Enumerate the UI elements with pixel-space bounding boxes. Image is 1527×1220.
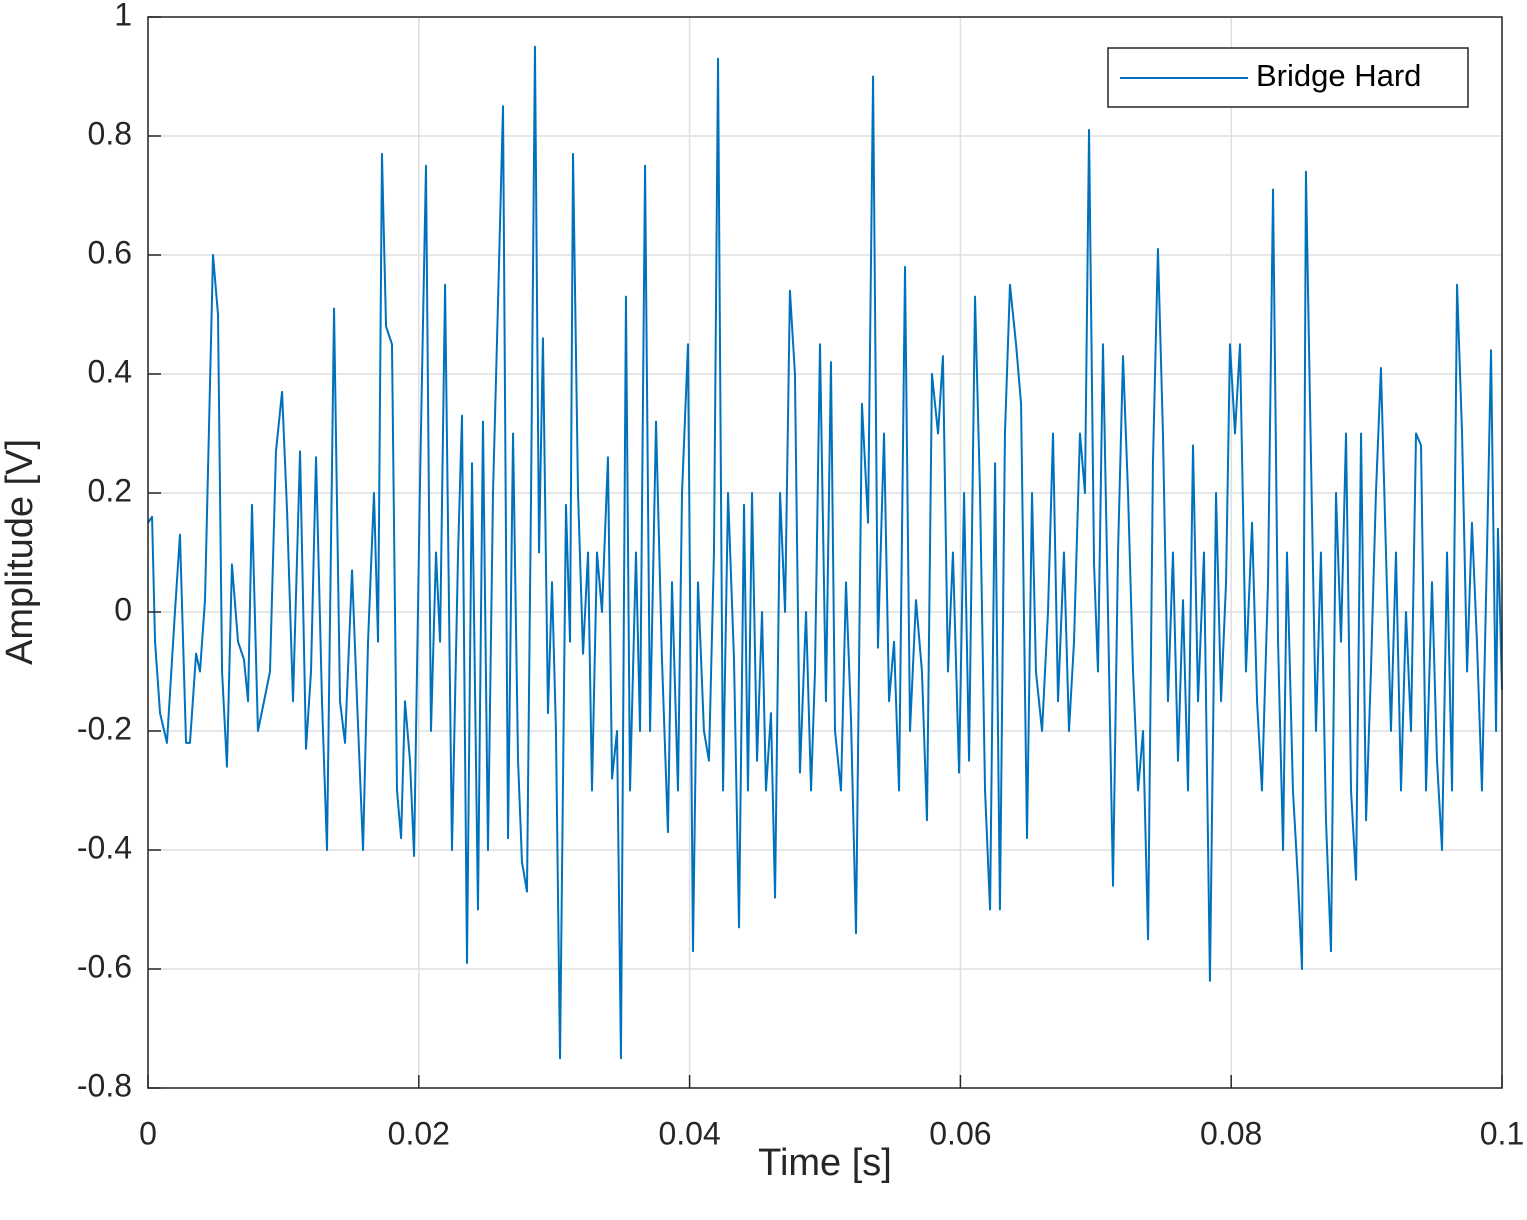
x-tick-label: 0.1 [1480,1115,1524,1151]
y-tick-label: -0.4 [77,829,132,865]
series-layer [147,45,1503,1060]
y-tick-label: 0 [114,591,132,627]
x-tick-label: 0.08 [1200,1115,1262,1151]
x-tick-label: 0.04 [658,1115,720,1151]
y-tick-label: 0.2 [88,472,132,508]
x-tick-label: 0.02 [388,1115,450,1151]
x-tick-label: 0 [139,1115,157,1151]
legend-label: Bridge Hard [1256,58,1421,93]
ticks: 0 0.02 0.04 0.06 0.08 0.1 -0.8 -0.6 -0.4 -0.2 0 0.2… [77,0,1524,1151]
x-axis-label: Time [s] [758,1142,892,1184]
x-tick-label: 0.06 [929,1115,991,1151]
legend: Bridge Hard [1107,47,1469,108]
y-tick-label: 1 [114,0,132,32]
y-tick-label: 0.6 [88,234,132,270]
data-line [147,45,1503,1060]
y-tick-label: -0.6 [77,948,132,984]
axes-box [147,16,1503,1089]
plot-area [148,17,1502,1088]
y-tick-label: -0.2 [77,710,132,746]
y-tick-label: 0.4 [88,353,132,389]
y-tick-label: -0.8 [77,1067,132,1103]
y-axis-label: Amplitude [V] [0,439,41,665]
y-tick-label: 0.8 [88,115,132,151]
